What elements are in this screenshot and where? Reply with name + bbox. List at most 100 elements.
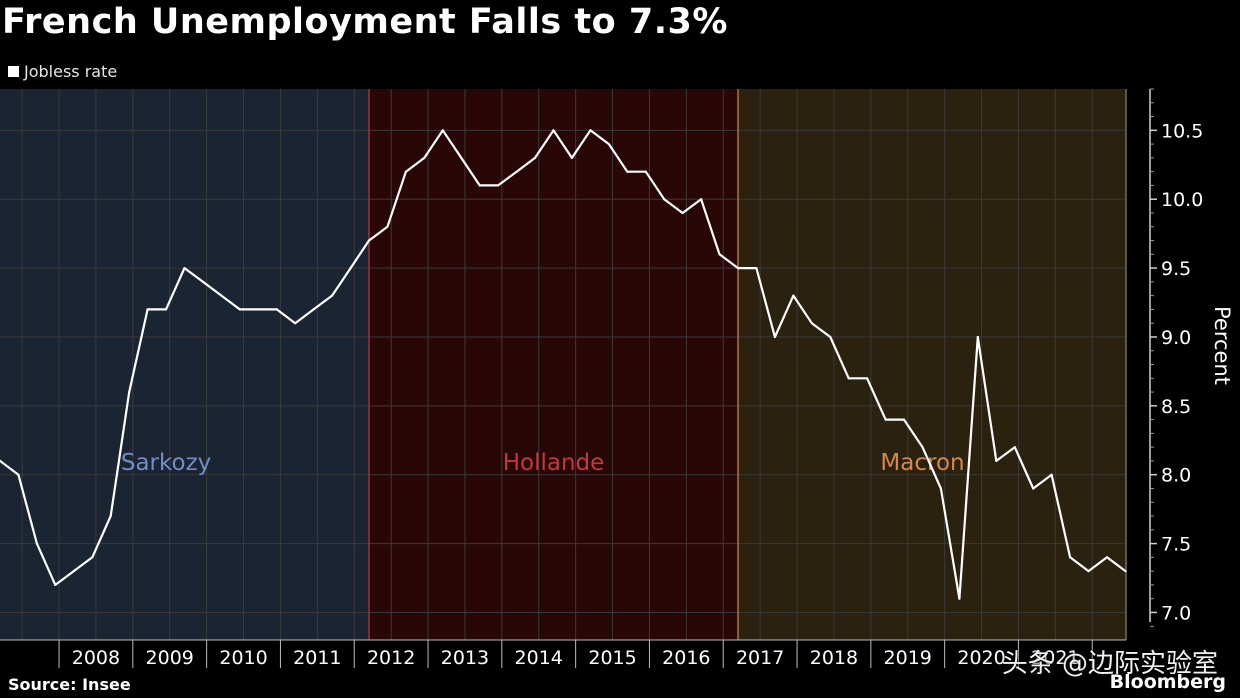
y-tick-label: 8.0 [1161, 465, 1191, 487]
data-point [331, 294, 334, 297]
period-label-macron: Macron [880, 450, 964, 476]
data-point [1069, 556, 1072, 559]
x-tick-label: 2014 [515, 647, 563, 669]
data-point [626, 170, 629, 173]
data-point [128, 391, 131, 394]
data-point [497, 184, 500, 187]
data-point [349, 267, 352, 270]
data-point [1087, 570, 1090, 573]
period-label-sarkozy: Sarkozy [121, 450, 211, 476]
data-point [755, 267, 758, 270]
x-tick-label: 2015 [588, 647, 636, 669]
x-tick-label: 2017 [736, 647, 784, 669]
data-point [884, 418, 887, 421]
data-point [644, 170, 647, 173]
data-point [54, 583, 57, 587]
period-label-hollande: Hollande [503, 450, 605, 476]
data-point [220, 294, 223, 297]
data-point [423, 156, 426, 159]
y-tick-label: 10.0 [1161, 189, 1203, 211]
data-point [275, 308, 278, 311]
legend-swatch [8, 66, 19, 77]
x-tick-label: 2018 [810, 647, 858, 669]
data-point [552, 129, 555, 132]
data-point [736, 267, 740, 270]
data-point [718, 253, 721, 256]
data-point [921, 446, 924, 449]
period-band-macron [738, 89, 1126, 640]
data-point [792, 294, 795, 297]
data-point [91, 556, 94, 559]
data-point [589, 129, 592, 132]
watermark: 头条 @边际实验室 [1001, 649, 1218, 679]
x-tick-label: 2009 [146, 647, 194, 669]
data-point [312, 308, 315, 311]
data-point [939, 487, 943, 490]
x-tick-label: 2008 [72, 647, 120, 669]
data-point [773, 335, 777, 339]
data-point [0, 459, 2, 462]
data-point [681, 211, 684, 215]
data-point [164, 308, 168, 311]
data-point [847, 377, 850, 380]
x-tick-label: 2020 [957, 647, 1005, 669]
legend: Jobless rate [8, 62, 117, 81]
series-line [0, 129, 1127, 600]
legend-label: Jobless rate [24, 62, 118, 81]
x-tick-label: 2021 [1031, 647, 1079, 669]
data-point [441, 129, 444, 132]
data-point [404, 170, 407, 173]
source-note: Source: Insee [8, 675, 131, 694]
data-point [995, 459, 998, 462]
data-point [810, 322, 813, 325]
y-tick-label: 7.0 [1161, 602, 1191, 624]
data-point [367, 239, 371, 242]
x-tick-label: 2010 [219, 647, 267, 669]
data-point [183, 267, 186, 270]
period-band-sarkozy [0, 89, 369, 640]
data-point [607, 143, 611, 146]
data-point [515, 170, 518, 173]
x-tick-label: 2016 [662, 647, 710, 669]
data-point [72, 570, 75, 573]
data-point [866, 377, 869, 380]
chart-title: French Unemployment Falls to 7.3% [2, 2, 728, 42]
x-tick-label: 2019 [884, 647, 932, 669]
data-point [663, 198, 666, 201]
x-tick-label: 2011 [293, 647, 341, 669]
data-point [1124, 570, 1127, 573]
y-tick-label: 10.5 [1161, 120, 1203, 142]
data-point [1032, 487, 1035, 490]
x-tick-label: 2012 [367, 647, 415, 669]
data-point [146, 308, 149, 311]
x-tick-label: 2013 [441, 647, 489, 669]
data-point [976, 335, 979, 339]
data-point [1105, 556, 1109, 559]
data-point [902, 418, 906, 421]
y-tick-label: 8.5 [1161, 396, 1191, 418]
data-point [478, 184, 481, 187]
data-point [1050, 473, 1053, 476]
data-point [109, 514, 112, 518]
y-axis-title: Percent [1210, 306, 1234, 385]
data-point [533, 156, 537, 159]
y-tick-label: 9.5 [1161, 258, 1191, 280]
y-tick-label: 7.5 [1161, 534, 1191, 556]
data-point [829, 335, 832, 339]
data-point [386, 225, 389, 228]
data-point [1013, 446, 1016, 449]
data-point [201, 280, 204, 283]
data-point [294, 322, 297, 325]
data-point [700, 198, 703, 201]
period-band-hollande [369, 89, 738, 640]
data-point [460, 156, 463, 159]
data-point [570, 156, 574, 159]
y-tick-label: 9.0 [1161, 327, 1191, 349]
data-point [238, 308, 241, 311]
bloomberg-logo: Bloomberg [1109, 671, 1226, 693]
data-point [17, 473, 20, 476]
data-point [35, 542, 39, 545]
data-point [958, 597, 961, 600]
data-point [257, 308, 260, 311]
